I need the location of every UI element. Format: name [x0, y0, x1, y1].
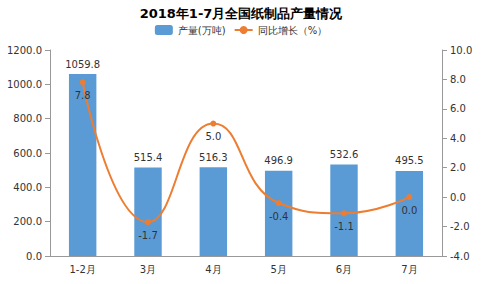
- svg-text:1059.8: 1059.8: [65, 59, 100, 70]
- svg-text:600.0: 600.0: [13, 148, 42, 159]
- svg-text:0.0: 0.0: [450, 192, 466, 203]
- svg-text:495.5: 495.5: [395, 155, 424, 166]
- svg-text:-2.0: -2.0: [450, 221, 470, 232]
- svg-text:1000.0: 1000.0: [7, 79, 42, 90]
- svg-text:同比增长（%）: 同比增长（%）: [258, 25, 328, 36]
- svg-text:0.0: 0.0: [401, 205, 417, 216]
- svg-text:515.4: 515.4: [134, 152, 163, 163]
- svg-text:7月: 7月: [401, 264, 417, 275]
- svg-text:-1.7: -1.7: [138, 230, 158, 241]
- svg-text:800.0: 800.0: [13, 113, 42, 124]
- svg-text:4月: 4月: [205, 264, 221, 275]
- svg-text:8.0: 8.0: [450, 74, 466, 85]
- svg-text:1-2月: 1-2月: [69, 264, 95, 275]
- svg-text:-0.4: -0.4: [269, 211, 289, 222]
- svg-text:1200.0: 1200.0: [7, 45, 42, 56]
- svg-text:4.0: 4.0: [450, 133, 466, 144]
- svg-text:3月: 3月: [140, 264, 156, 275]
- svg-text:-4.0: -4.0: [450, 251, 470, 262]
- svg-text:496.9: 496.9: [264, 155, 293, 166]
- svg-text:516.3: 516.3: [199, 152, 228, 163]
- svg-text:5月: 5月: [270, 264, 286, 275]
- svg-text:6.0: 6.0: [450, 103, 466, 114]
- svg-text:6月: 6月: [336, 264, 352, 275]
- svg-text:200.0: 200.0: [13, 216, 42, 227]
- svg-text:-1.1: -1.1: [334, 221, 354, 232]
- svg-text:产量(万吨): 产量(万吨): [178, 25, 226, 36]
- svg-text:532.6: 532.6: [330, 149, 359, 160]
- svg-text:400.0: 400.0: [13, 182, 42, 193]
- svg-text:2018年1-7月全国纸制品产量情况: 2018年1-7月全国纸制品产量情况: [140, 6, 344, 21]
- svg-text:7.8: 7.8: [75, 90, 91, 101]
- svg-text:5.0: 5.0: [205, 131, 221, 142]
- svg-text:10.0: 10.0: [450, 45, 472, 56]
- svg-text:2.0: 2.0: [450, 162, 466, 173]
- svg-text:0.0: 0.0: [26, 251, 42, 262]
